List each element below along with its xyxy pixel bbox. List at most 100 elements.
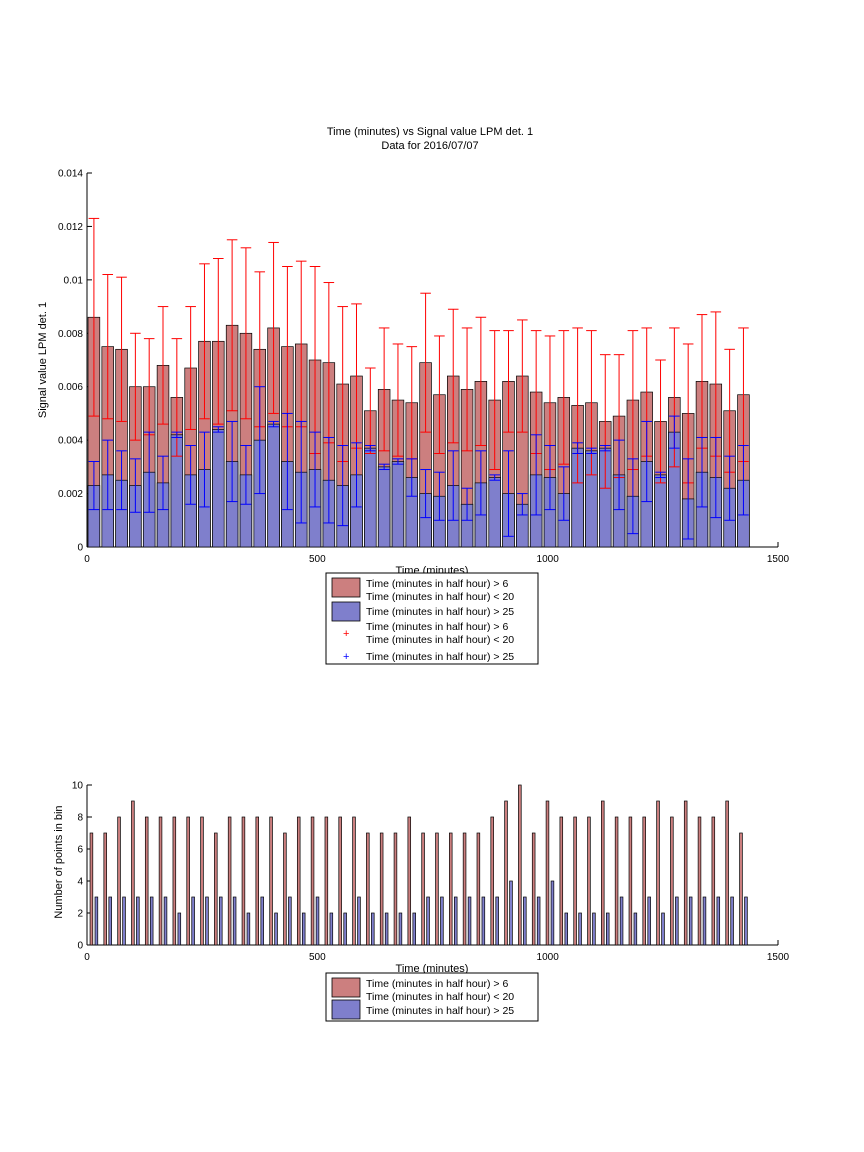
legend-entry-1-line-1: Time (minutes in half hour) > 6 (366, 578, 508, 590)
count-bar-red (518, 784, 522, 946)
legend-entry-3-line-2: Time (minutes in half hour) < 20 (366, 634, 514, 646)
count-bar-blue (412, 912, 416, 946)
bottom-y-axis-label: Number of points in bin (53, 805, 65, 918)
count-bar-blue (633, 912, 638, 946)
count-bar-blue (606, 912, 610, 946)
y-tick-label: 0 (77, 543, 83, 554)
bar-blue (364, 447, 377, 548)
count-bar-blue (288, 896, 292, 946)
count-bar-red (435, 832, 439, 946)
count-bar-blue (426, 896, 430, 946)
count-bar-blue (122, 896, 126, 946)
count-bar-blue (94, 896, 99, 946)
count-bar-blue (578, 912, 582, 946)
count-bar-red (601, 800, 605, 946)
count-bar-blue (675, 896, 679, 946)
bar-blue (488, 477, 501, 548)
legend-entry-1-line-1: Time (minutes in half hour) > 6 (366, 978, 508, 990)
count-bar-blue (702, 896, 707, 946)
x-tick-label: 1500 (767, 952, 790, 963)
count-bar-blue (301, 912, 306, 946)
x-tick-label: 0 (84, 554, 90, 565)
count-bar-red (670, 816, 674, 946)
bottom-legend-box (325, 972, 539, 1022)
chart-subtitle: Data for 2016/07/07 (381, 140, 478, 152)
bar-blue (212, 429, 225, 548)
y-tick-label: 0.006 (58, 382, 83, 393)
count-bar-blue (246, 912, 251, 946)
top-legend-box (325, 572, 539, 665)
count-bar-red (255, 816, 259, 946)
count-bar-red (711, 816, 716, 946)
bar-blue (267, 423, 280, 548)
count-bar-blue (647, 896, 651, 946)
y-tick-label: 8 (77, 813, 83, 824)
top-legend: Time (minutes in half hour) > 6 Time (mi… (325, 572, 539, 665)
count-bar-blue (730, 896, 734, 946)
count-bar-red (683, 800, 688, 946)
count-bar-blue (619, 896, 624, 946)
y-tick-label: 0 (77, 941, 83, 952)
count-bar-blue (232, 896, 237, 946)
count-bar-red (89, 832, 94, 946)
count-bar-red (172, 816, 177, 946)
legend-entry-2: Time (minutes in half hour) > 25 (366, 1005, 514, 1017)
count-bar-red (214, 832, 218, 946)
count-bar-blue (716, 896, 721, 946)
count-bar-blue (191, 896, 195, 946)
legend-swatch-blue (331, 999, 361, 1020)
count-bar-red (545, 800, 550, 946)
bar-blue (391, 461, 405, 548)
x-tick-label: 1500 (767, 554, 790, 565)
count-bar-blue (509, 880, 513, 946)
y-tick-label: 0.004 (58, 436, 83, 447)
bottom-legend: Time (minutes in half hour) > 6 Time (mi… (325, 972, 539, 1022)
y-tick-label: 4 (77, 877, 83, 888)
count-bar-blue (274, 912, 278, 946)
x-tick-label: 500 (309, 554, 326, 565)
bottom-x-axis-label: Time (minutes) (396, 963, 469, 975)
legend-marker-blue-plus: + (343, 651, 349, 663)
chart-title: Time (minutes) vs Signal value LPM det. … (327, 126, 533, 138)
count-bar-red (656, 800, 660, 946)
count-bar-blue (440, 896, 444, 946)
count-bar-blue (329, 912, 334, 946)
count-bar-blue (149, 896, 154, 946)
count-bar-red (366, 832, 370, 946)
signal-chart: 0 0.002 0.004 0.006 0.008 0.01 0.012 0.014 0 500 1… (58, 169, 790, 566)
x-tick-label: 1000 (537, 952, 560, 963)
legend-swatch-red (331, 977, 361, 998)
count-bar-red (559, 816, 564, 946)
count-bar-red (241, 816, 246, 946)
count-bar-red (504, 800, 508, 946)
count-bar-red (628, 816, 633, 946)
count-bar-red (573, 816, 577, 946)
count-bar-blue (177, 912, 182, 946)
count-bar-blue (398, 912, 403, 946)
count-bar-red (531, 832, 536, 946)
count-bar-red (476, 832, 481, 946)
count-bar-blue (661, 912, 665, 946)
legend-entry-4: Time (minutes in half hour) > 25 (366, 651, 514, 663)
count-bar-red (379, 832, 384, 946)
count-bar-blue (592, 912, 596, 946)
y-tick-label: 0.008 (58, 329, 83, 340)
count-bar-blue (384, 912, 389, 946)
count-bar-red (614, 816, 619, 946)
count-bar-red (283, 832, 287, 946)
count-bar-red (158, 816, 163, 946)
legend-entry-1-line-2: Time (minutes in half hour) < 20 (366, 991, 514, 1003)
count-bar-blue (371, 912, 375, 946)
y-tick-label: 10 (72, 781, 84, 792)
legend-marker-red-plus: + (343, 628, 349, 640)
count-bar-red (393, 832, 398, 946)
count-bar-red (338, 816, 342, 946)
count-bar-red (310, 816, 315, 946)
y-tick-label: 0.012 (58, 222, 83, 233)
count-bar-red (103, 832, 107, 946)
count-bar-red (739, 832, 743, 946)
count-bar-blue (219, 896, 223, 946)
count-bar-blue (688, 896, 693, 946)
count-bar-blue (136, 896, 140, 946)
